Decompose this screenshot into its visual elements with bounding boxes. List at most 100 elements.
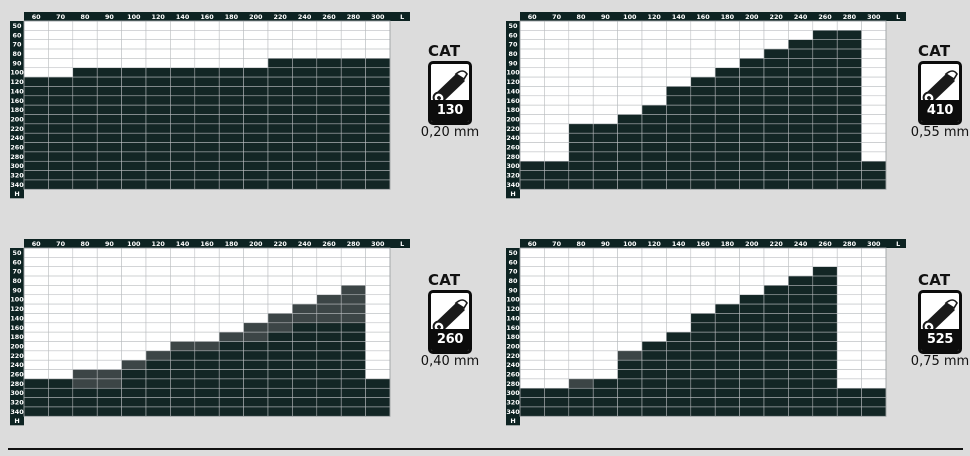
heatmap-cell xyxy=(267,48,293,59)
heatmap-cell xyxy=(218,170,244,181)
heatmap-cell xyxy=(145,359,171,370)
heatmap-cell xyxy=(145,67,171,78)
heatmap-cell xyxy=(243,275,269,286)
y-tick-label: 220 xyxy=(506,125,520,133)
heatmap-cell xyxy=(292,331,318,342)
chart-panel-cat-d: 60 70 80 90 100 120 140 160 180 200 220 240 260 280 30… xyxy=(506,239,969,431)
heatmap-cell xyxy=(340,247,366,258)
heatmap-cell xyxy=(836,114,862,125)
x-axis-header xyxy=(24,12,410,21)
x-tick-label: 80 xyxy=(577,13,586,21)
heatmap-cell xyxy=(519,58,545,69)
heatmap-cell xyxy=(519,406,545,417)
heatmap-cell xyxy=(788,86,814,97)
heatmap-cell xyxy=(641,30,667,40)
heatmap-cell xyxy=(316,275,342,286)
heatmap-cell xyxy=(316,257,342,267)
heatmap-cell xyxy=(292,275,318,286)
heatmap-cell xyxy=(788,294,814,305)
heatmap-cell xyxy=(365,76,391,87)
heatmap-cell xyxy=(690,285,716,296)
heatmap-cell xyxy=(836,406,862,417)
heatmap-cell xyxy=(690,350,716,361)
heatmap-cell xyxy=(145,123,171,134)
heatmap-cell xyxy=(121,67,147,78)
heatmap-cell xyxy=(340,285,366,296)
heatmap-cell xyxy=(568,275,594,286)
heatmap-cell xyxy=(292,86,318,97)
heatmap-cell xyxy=(666,350,692,361)
heatmap-cell xyxy=(763,331,789,342)
heatmap-cell xyxy=(739,132,765,143)
heatmap-cell xyxy=(836,266,862,277)
heatmap-cell xyxy=(519,331,545,342)
heatmap-cell xyxy=(714,257,740,267)
heatmap-cell xyxy=(340,160,366,171)
heatmap-cell xyxy=(365,30,391,40)
heatmap-cell xyxy=(292,313,318,324)
x-tick-label: 120 xyxy=(152,240,166,248)
heatmap-cell xyxy=(340,378,366,389)
heatmap-cell xyxy=(48,114,74,125)
heatmap-cell xyxy=(812,313,838,324)
heatmap-cell xyxy=(788,387,814,398)
heatmap-cell xyxy=(714,48,740,59)
heatmap-cell xyxy=(568,303,594,314)
roll-core xyxy=(437,96,441,100)
heatmap-cell xyxy=(292,266,318,277)
heatmap-cell xyxy=(96,303,122,314)
heatmap-cell xyxy=(666,266,692,277)
heatmap-cell xyxy=(812,406,838,417)
heatmap-cell xyxy=(812,123,838,134)
heatmap-cell xyxy=(568,359,594,370)
heatmap-cell xyxy=(23,114,49,125)
heatmap-cell xyxy=(316,48,342,59)
heatmap-cell xyxy=(145,350,171,361)
heatmap-cell xyxy=(23,247,49,258)
heatmap-cell xyxy=(519,341,545,352)
heatmap-cell xyxy=(218,331,244,342)
heatmap-cell xyxy=(666,313,692,324)
heatmap-cell xyxy=(763,359,789,370)
heatmap-cell xyxy=(48,104,74,115)
heatmap-cell xyxy=(267,67,293,78)
heatmap-cell xyxy=(218,142,244,153)
y-tick-label: 70 xyxy=(13,41,22,49)
heatmap-cell xyxy=(714,378,740,389)
heatmap-cell xyxy=(836,30,862,40)
heatmap-cell xyxy=(763,266,789,277)
heatmap-cell xyxy=(714,142,740,153)
heatmap-cell xyxy=(48,266,74,277)
heatmap-cell xyxy=(316,104,342,115)
heatmap-cell xyxy=(96,142,122,153)
heatmap-cell xyxy=(788,30,814,40)
heatmap-cell xyxy=(739,294,765,305)
heatmap-cell xyxy=(836,303,862,314)
heatmap-cell xyxy=(340,350,366,361)
heatmap-cell xyxy=(690,151,716,162)
heatmap-cell xyxy=(666,170,692,181)
heatmap-cell xyxy=(316,378,342,389)
heatmap-cell xyxy=(763,48,789,59)
heatmap-cell xyxy=(292,359,318,370)
x-tick-label: 70 xyxy=(56,240,65,248)
heatmap-cell xyxy=(72,350,98,361)
heatmap-cell xyxy=(544,369,570,380)
heatmap-cell xyxy=(861,387,887,398)
heatmap-cell xyxy=(48,341,74,352)
heatmap-cell xyxy=(218,20,244,31)
heatmap-cell xyxy=(72,359,98,370)
heatmap-cell xyxy=(690,406,716,417)
heatmap-cell xyxy=(48,30,74,40)
heatmap-cell xyxy=(170,95,196,106)
heatmap-cell xyxy=(218,350,244,361)
heatmap-cell xyxy=(544,294,570,305)
heatmap-cell xyxy=(544,20,570,31)
heatmap-cell xyxy=(861,369,887,380)
heatmap-cell xyxy=(788,322,814,333)
heatmap-cell xyxy=(788,123,814,134)
heatmap-cell xyxy=(267,303,293,314)
heatmap-cell xyxy=(714,86,740,97)
heatmap-cell xyxy=(365,179,391,190)
heatmap-cell xyxy=(763,30,789,40)
